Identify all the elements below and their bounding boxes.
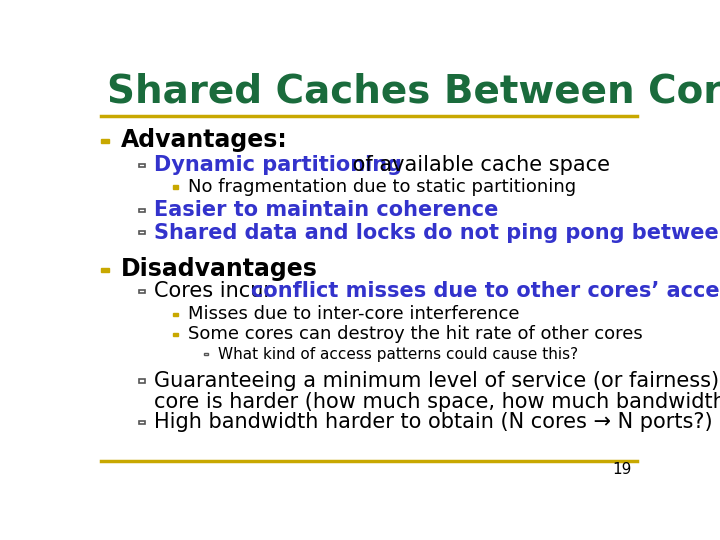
Text: Advantages:: Advantages: [121, 127, 287, 152]
Text: Some cores can destroy the hit rate of other cores: Some cores can destroy the hit rate of o… [188, 325, 642, 343]
Bar [101, 139, 109, 143]
Text: conflict misses due to other cores’ accesses: conflict misses due to other cores’ acce… [251, 281, 720, 301]
Bar [204, 353, 208, 355]
Text: Shared data and locks do not ping pong between caches: Shared data and locks do not ping pong b… [154, 223, 720, 243]
Bar [101, 268, 109, 272]
Text: Easier to maintain coherence: Easier to maintain coherence [154, 200, 498, 220]
Text: 19: 19 [612, 462, 631, 477]
Text: No fragmentation due to static partitioning: No fragmentation due to static partition… [188, 178, 576, 196]
Text: of available cache space: of available cache space [346, 156, 611, 176]
Bar [173, 333, 178, 336]
Bar [139, 231, 145, 234]
Text: Misses due to inter-core interference: Misses due to inter-core interference [188, 305, 519, 323]
Text: core is harder (how much space, how much bandwidth?): core is harder (how much space, how much… [154, 393, 720, 413]
Text: What kind of access patterns could cause this?: What kind of access patterns could cause… [218, 347, 578, 362]
Text: High bandwidth harder to obtain (N cores → N ports?): High bandwidth harder to obtain (N cores… [154, 413, 713, 433]
Bar [139, 164, 145, 167]
Bar [173, 313, 178, 316]
Text: Dynamic partitioning: Dynamic partitioning [154, 156, 402, 176]
Bar [139, 379, 145, 382]
Text: Disadvantages: Disadvantages [121, 256, 318, 281]
Text: Shared Caches Between Cores: Shared Caches Between Cores [107, 73, 720, 111]
Text: Guaranteeing a minimum level of service (or fairness) to each: Guaranteeing a minimum level of service … [154, 371, 720, 391]
Bar [139, 289, 145, 293]
Bar [139, 421, 145, 424]
Bar [139, 208, 145, 212]
Text: Cores incur: Cores incur [154, 281, 279, 301]
Bar [173, 185, 178, 188]
